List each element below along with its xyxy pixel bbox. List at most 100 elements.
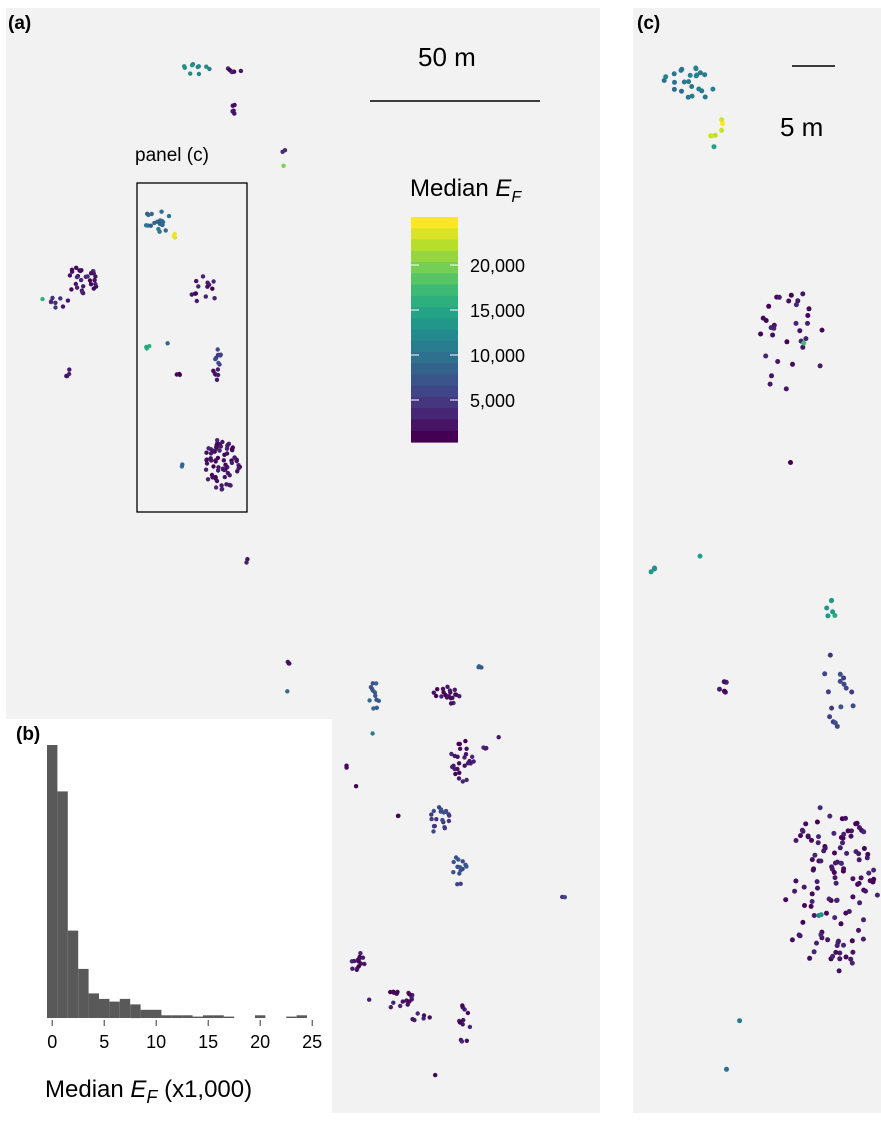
scatter-point: [200, 274, 206, 279]
scatter-point: [434, 817, 439, 822]
histogram-bar: [213, 1015, 224, 1018]
scatter-point: [856, 927, 861, 933]
colorbar-step: [411, 408, 458, 421]
scatter-point: [232, 111, 237, 116]
scatter-point: [834, 943, 840, 949]
histogram-bar: [78, 968, 89, 1018]
scatter-point: [244, 560, 249, 565]
scatter-point: [214, 445, 219, 450]
scatter-point: [189, 62, 195, 68]
scatter-point: [817, 363, 823, 369]
scatter-point: [221, 458, 226, 463]
scatter-point: [69, 269, 75, 274]
scatter-point: [227, 67, 232, 73]
scatter-point: [373, 693, 378, 698]
histogram-x-axis: 0 5 10 15 20 25: [47, 1020, 322, 1052]
scatter-point: [149, 211, 154, 217]
scatter-point: [448, 696, 453, 701]
scatter-point: [797, 328, 803, 334]
scatter-point: [850, 949, 856, 955]
histogram-bar: [47, 745, 58, 1018]
scatter-point: [693, 73, 699, 79]
histogram-bars: [47, 745, 307, 1019]
scatter-point: [80, 289, 85, 295]
scatter-point: [805, 833, 811, 839]
scatter-point: [360, 955, 366, 960]
scatter-point: [445, 684, 450, 689]
scatter-point: [798, 833, 803, 839]
scatter-point: [770, 332, 776, 338]
colorbar-step: [411, 340, 458, 353]
histogram-bar: [286, 1016, 297, 1018]
scatter-point: [788, 292, 794, 298]
scatter-point: [196, 71, 202, 77]
scatter-point: [210, 286, 215, 291]
scatter-point: [562, 895, 567, 900]
histogram-tick-label: 5: [99, 1032, 109, 1052]
scatter-point: [802, 903, 807, 908]
scatter-point: [224, 451, 230, 456]
scatter-point: [697, 553, 703, 559]
scatter-point: [456, 776, 462, 781]
scatter-point: [801, 340, 807, 346]
histogram-tick-label: 10: [146, 1032, 166, 1052]
scatter-point: [830, 609, 836, 615]
histogram-bar: [88, 993, 99, 1018]
scatter-point: [213, 356, 218, 362]
scatter-point: [452, 687, 457, 692]
scatter-point: [463, 862, 468, 867]
scatter-point: [456, 741, 461, 747]
scatter-point: [805, 320, 810, 326]
scatter-point: [216, 465, 221, 470]
scatter-point: [737, 1018, 743, 1024]
scatter-point: [689, 84, 695, 89]
scatter-point: [93, 281, 98, 287]
scatter-point: [370, 681, 375, 686]
scatter-point: [211, 464, 216, 469]
scatter-point: [230, 103, 235, 108]
scatter-point: [177, 372, 182, 377]
scatter-point: [152, 220, 157, 226]
scatter-point: [814, 879, 820, 885]
scatter-point: [67, 367, 72, 372]
scatter-point: [453, 771, 458, 777]
scatter-point: [195, 64, 200, 70]
scatter-point: [400, 999, 405, 1004]
scatter-point: [838, 860, 844, 866]
scatter-point: [460, 779, 465, 784]
scatter-point: [462, 755, 467, 760]
scatter-point: [803, 336, 809, 342]
scatter-point: [829, 705, 835, 711]
histogram-bar: [119, 998, 131, 1018]
scatter-point: [85, 274, 90, 279]
scatter-point: [214, 377, 220, 382]
scatter-point: [699, 88, 705, 94]
scatter-point: [809, 899, 815, 904]
scatter-point: [837, 845, 843, 851]
scatter-point: [222, 474, 227, 480]
scatter-point: [281, 163, 286, 168]
scatter-point: [824, 605, 830, 611]
colorbar-step: [411, 273, 458, 286]
scatter-point: [719, 117, 725, 123]
scatter-point: [53, 300, 58, 305]
scatter-point: [205, 477, 211, 482]
scatter-point: [352, 958, 357, 964]
histogram-bar: [223, 1016, 235, 1018]
scatter-point: [830, 953, 836, 959]
scatter-point: [863, 888, 868, 894]
scatter-point: [189, 292, 194, 297]
scatter-point: [814, 940, 819, 946]
scatter-point: [846, 909, 852, 914]
scatter-point: [81, 284, 86, 289]
scatter-point: [188, 71, 193, 76]
scatter-point: [825, 613, 831, 619]
scatter-point: [180, 462, 185, 467]
scatter-point: [210, 448, 215, 453]
colorbar-title: Median EF: [410, 175, 522, 206]
scatter-point: [815, 885, 820, 891]
scatter-point: [827, 652, 833, 658]
scatter-point: [844, 850, 850, 856]
scatter-point: [449, 751, 454, 757]
scatter-point: [467, 1024, 473, 1030]
